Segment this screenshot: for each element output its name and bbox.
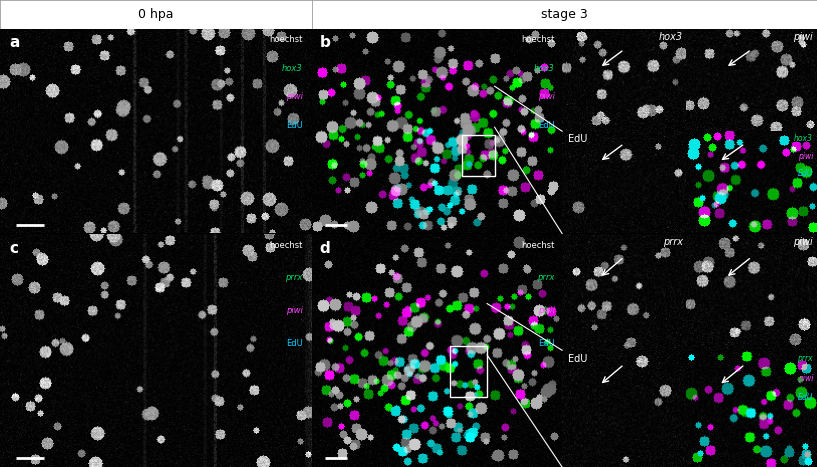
Text: EdU: EdU bbox=[569, 134, 587, 144]
Text: piwi: piwi bbox=[286, 92, 303, 101]
Text: EdU: EdU bbox=[538, 339, 555, 347]
Text: prrx: prrx bbox=[663, 237, 682, 247]
Bar bbox=[449, 346, 487, 397]
Text: piwi: piwi bbox=[538, 306, 555, 315]
Text: prrx: prrx bbox=[285, 273, 303, 282]
Text: piwi: piwi bbox=[793, 237, 813, 247]
Text: EdU: EdU bbox=[797, 169, 813, 178]
Text: piwi: piwi bbox=[286, 306, 303, 315]
Text: EdU: EdU bbox=[797, 393, 813, 403]
Text: hox3: hox3 bbox=[534, 64, 555, 73]
Text: EdU: EdU bbox=[286, 339, 303, 347]
Text: hox3: hox3 bbox=[794, 134, 813, 143]
Text: prrx: prrx bbox=[538, 273, 555, 282]
Text: 0 hpa: 0 hpa bbox=[138, 8, 174, 21]
Text: piwi: piwi bbox=[797, 374, 813, 382]
Text: d: d bbox=[319, 241, 330, 255]
Text: c: c bbox=[9, 241, 18, 255]
Text: a: a bbox=[9, 35, 20, 50]
Text: piwi: piwi bbox=[797, 152, 813, 161]
Text: piwi: piwi bbox=[793, 32, 813, 42]
Text: hox3: hox3 bbox=[659, 32, 682, 42]
Text: stage 3: stage 3 bbox=[541, 8, 588, 21]
Text: hoechst: hoechst bbox=[270, 35, 303, 44]
Text: hoechst: hoechst bbox=[521, 241, 555, 249]
Text: b: b bbox=[319, 35, 330, 50]
Text: hox3: hox3 bbox=[282, 64, 303, 73]
Text: EdU: EdU bbox=[538, 121, 555, 130]
Text: EdU: EdU bbox=[569, 354, 587, 364]
Text: prrx: prrx bbox=[797, 354, 813, 363]
Bar bbox=[462, 135, 494, 176]
Text: piwi: piwi bbox=[538, 92, 555, 101]
Text: hoechst: hoechst bbox=[521, 35, 555, 44]
Text: EdU: EdU bbox=[286, 121, 303, 130]
Text: hoechst: hoechst bbox=[270, 241, 303, 249]
